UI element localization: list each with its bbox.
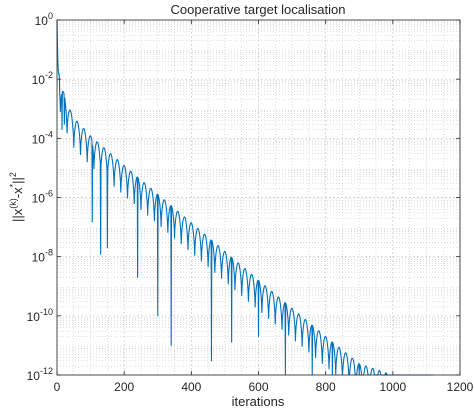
x-tick-label: 600 bbox=[248, 380, 268, 394]
x-tick-label: 0 bbox=[54, 380, 61, 394]
x-axis-title: iterations bbox=[232, 394, 285, 409]
y-tick-label: 10-2 bbox=[32, 70, 53, 87]
y-axis-title-base: ||x bbox=[10, 208, 25, 222]
y-axis-title-sup-k: (k) bbox=[8, 198, 18, 209]
y-tick-label: 10-8 bbox=[32, 248, 53, 265]
chart-title: Cooperative target localisation bbox=[171, 2, 346, 17]
y-axis: 10-12 10-10 10-8 10-6 10-4 10-2 100 bbox=[27, 11, 460, 383]
y-tick-label: 10-4 bbox=[32, 129, 53, 146]
y-tick-label: 10-10 bbox=[27, 307, 53, 324]
y-tick-label: 10-12 bbox=[27, 366, 53, 383]
y-axis-title-tail: || bbox=[10, 177, 25, 184]
x-tick-label: 1200 bbox=[447, 380, 474, 394]
y-tick-label: 100 bbox=[35, 11, 53, 28]
x-tick-label: 200 bbox=[114, 380, 134, 394]
x-tick-label: 1000 bbox=[379, 380, 406, 394]
y-axis-title: ||x(k)-x*||2 bbox=[8, 172, 25, 222]
x-tick-label: 400 bbox=[181, 380, 201, 394]
y-axis-title-sup-2: 2 bbox=[8, 172, 18, 177]
y-tick-label: 10-6 bbox=[32, 189, 53, 206]
x-axis: 0 200 400 600 800 1000 1200 bbox=[54, 20, 474, 394]
y-axis-title-mid: -x bbox=[10, 187, 25, 198]
x-tick-label: 800 bbox=[316, 380, 336, 394]
y-axis-title-sup-star: * bbox=[8, 183, 18, 187]
